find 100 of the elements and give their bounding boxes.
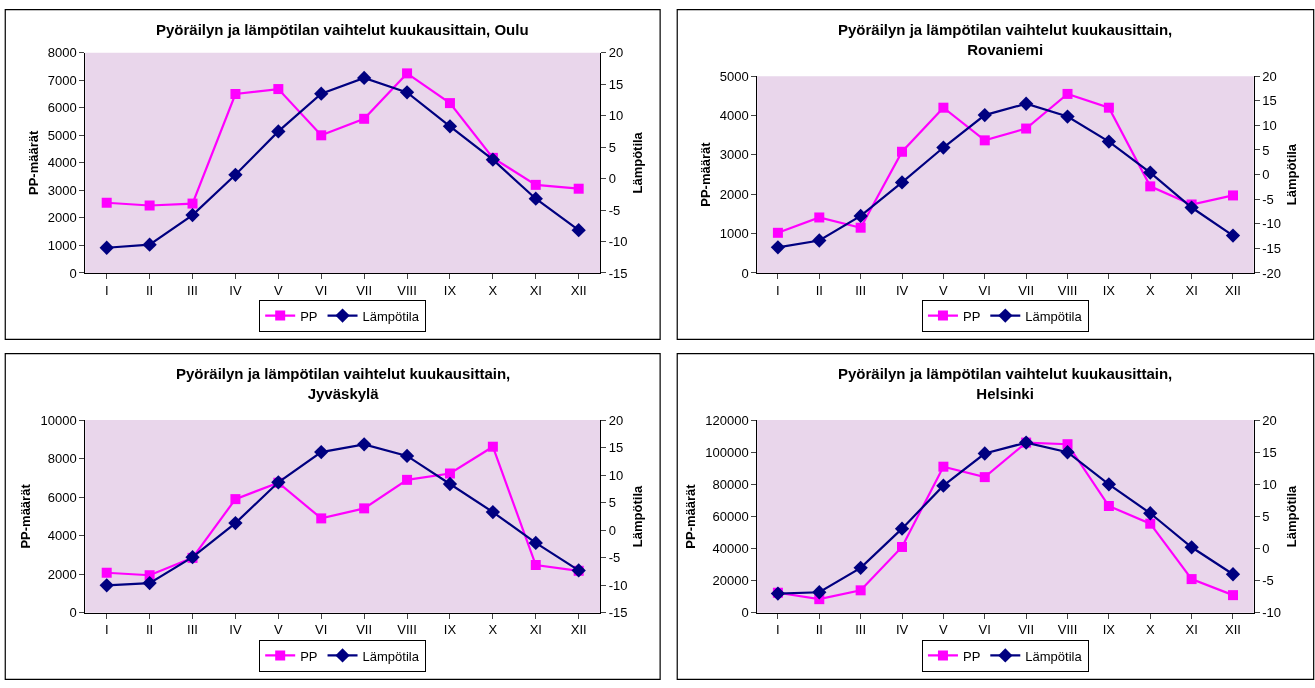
point	[228, 167, 243, 182]
point	[359, 503, 370, 514]
y2-tick-label: -5	[1262, 191, 1274, 207]
y2-tick-label: 0	[1262, 167, 1270, 183]
y2-tick-label: 5	[1262, 142, 1270, 158]
point	[812, 585, 827, 600]
chart-title: Pyöräilyn ja lämpötilan vaihtelut kuukausittain, Jyväskylä	[176, 365, 511, 402]
legend-label: Lämpötila	[362, 648, 420, 664]
point	[897, 146, 908, 157]
y2-tick-label: -5	[608, 202, 621, 218]
y-tick-label: 20000	[712, 573, 749, 589]
point	[101, 567, 112, 578]
point	[444, 98, 455, 109]
x-tick-label: XI	[1185, 282, 1198, 298]
point	[1225, 567, 1241, 582]
point	[359, 113, 370, 124]
point	[142, 237, 157, 252]
y2-tick-label: 20	[608, 45, 624, 61]
y2-tick-label: 20	[1262, 412, 1277, 428]
legend-label: PP	[300, 308, 318, 324]
point	[979, 135, 990, 146]
point	[101, 197, 112, 208]
y2-tick-label: 20	[608, 412, 624, 428]
x-tick-label: VI	[978, 282, 991, 298]
point	[812, 233, 827, 248]
y-tick-label: 5000	[719, 68, 749, 84]
y2-tick-label: -15	[1262, 240, 1282, 256]
x-tick-label: II	[146, 282, 154, 298]
point	[99, 578, 114, 593]
y-tick-label: 0	[69, 605, 77, 621]
y2-tick-label: 10	[608, 467, 624, 483]
y-tick-label: 3000	[47, 182, 77, 198]
x-tick-label: XI	[1185, 622, 1198, 638]
y2-tick-label: -15	[608, 265, 628, 281]
y-tick-label: 10000	[40, 412, 77, 428]
x-tick-label: III	[855, 282, 867, 298]
point	[528, 535, 543, 551]
point	[357, 437, 372, 452]
legend-label: PP	[962, 308, 981, 324]
x-tick-label: XI	[529, 282, 542, 298]
y-tick-label: 5000	[47, 127, 77, 143]
point	[273, 84, 284, 95]
x-tick-label: V	[274, 622, 283, 638]
x-tick-label: VII	[1018, 622, 1035, 638]
y2-tick-label: 10	[1262, 476, 1277, 492]
point	[357, 70, 372, 86]
point	[814, 212, 825, 223]
x-tick-label: XII	[1225, 282, 1241, 298]
y-tick-label: 120000	[705, 412, 749, 428]
y-tick-label: 2000	[47, 210, 77, 226]
point	[977, 107, 992, 123]
point	[1145, 518, 1156, 529]
x-tick-label: V	[939, 622, 949, 638]
point	[1062, 88, 1073, 99]
y2-tick-label: 10	[608, 108, 624, 124]
y-tick-label: 0	[741, 265, 749, 281]
y2-tick-label: 15	[1262, 93, 1277, 109]
y-tick-label: 60000	[712, 509, 749, 525]
x-tick-label: IX	[443, 282, 457, 298]
point	[187, 198, 198, 209]
legend-label: PP	[962, 648, 981, 664]
x-tick-label: IX	[443, 622, 457, 638]
x-tick-label: VI	[315, 282, 328, 298]
point	[1227, 190, 1238, 201]
y2-tick-label: 15	[608, 440, 624, 456]
y2-axis-title: Lämpötila	[630, 131, 646, 194]
x-tick-label: III	[187, 282, 198, 298]
point	[571, 223, 586, 238]
point	[230, 494, 241, 505]
y-axis-title: PP-määrät	[683, 483, 699, 549]
point	[487, 441, 498, 452]
legend-label: Lämpötila	[1025, 648, 1083, 664]
x-tick-label: II	[815, 622, 823, 638]
point	[938, 102, 949, 113]
legend-label: PP	[300, 648, 318, 664]
point	[99, 240, 114, 255]
point	[442, 119, 458, 134]
y2-tick-label: -20	[1262, 265, 1282, 281]
x-tick-label: I	[776, 622, 780, 638]
point	[977, 446, 992, 461]
y-tick-label: 4000	[47, 155, 77, 171]
point	[314, 444, 329, 460]
y2-tick-label: 5	[608, 495, 616, 511]
y2-tick-label: 0	[1262, 541, 1270, 557]
point	[936, 478, 951, 493]
point	[1103, 102, 1114, 113]
point	[1060, 445, 1075, 460]
x-tick-label: VI	[315, 622, 328, 638]
point	[399, 448, 415, 464]
point	[573, 183, 584, 194]
x-tick-label: XI	[529, 622, 542, 638]
y2-tick-label: -10	[608, 577, 628, 593]
y2-tick-label: -10	[1262, 216, 1282, 232]
x-tick-label: IV	[229, 622, 242, 638]
point	[1018, 96, 1034, 111]
point	[1184, 540, 1199, 555]
y2-tick-label: -15	[608, 605, 628, 621]
point	[1143, 165, 1158, 180]
point	[485, 504, 501, 520]
x-tick-label: VIII	[397, 282, 417, 298]
